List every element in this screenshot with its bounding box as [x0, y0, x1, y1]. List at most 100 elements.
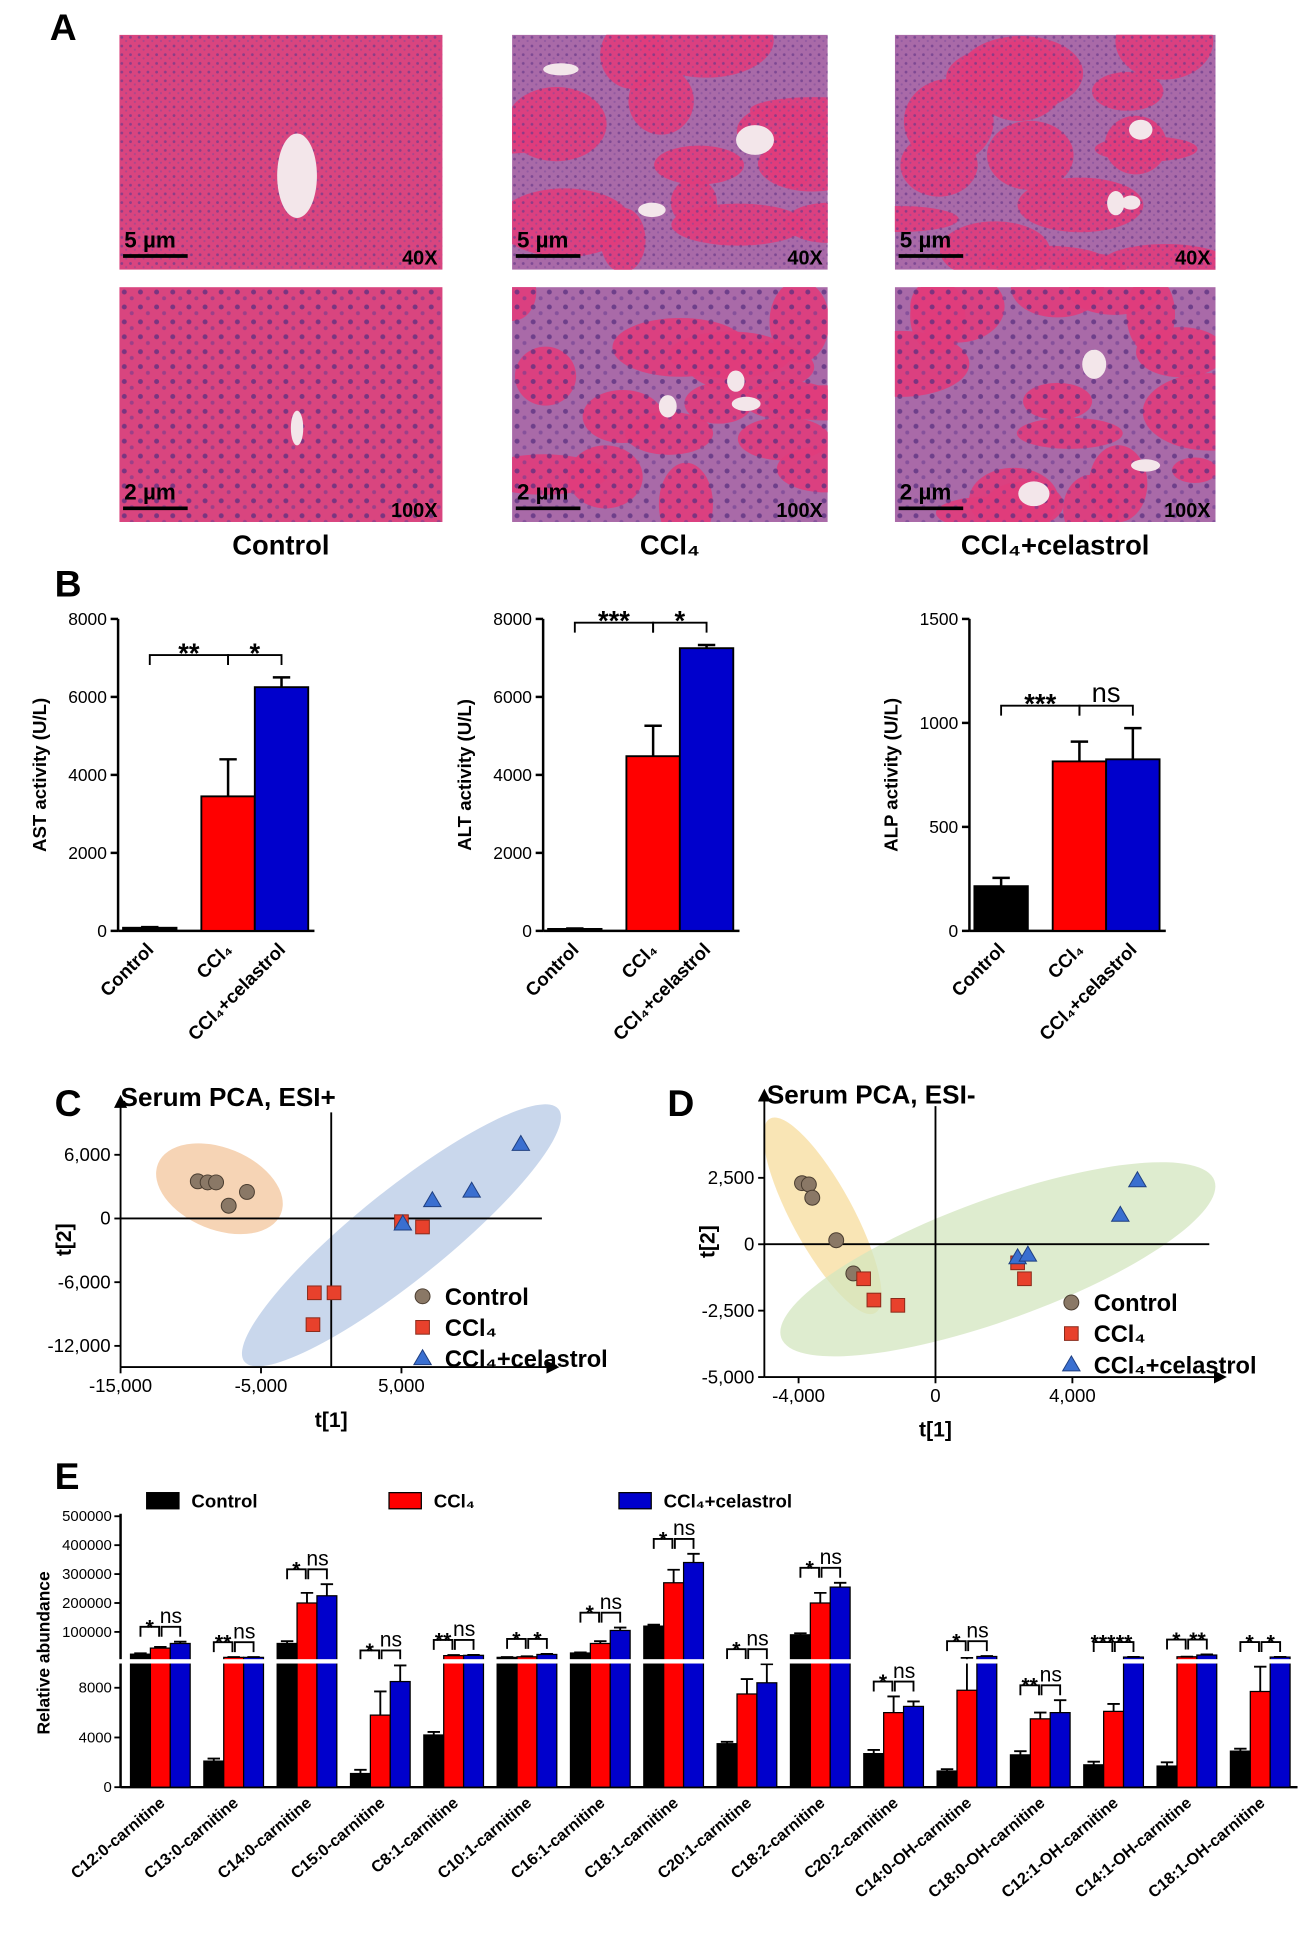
- y-tick-label: 1000: [920, 713, 959, 733]
- vessel: [291, 411, 303, 446]
- vessel: [732, 397, 761, 411]
- x-tick-label: -4,000: [772, 1385, 825, 1406]
- point: [829, 1233, 844, 1248]
- significance-label: ns: [673, 1517, 695, 1540]
- y-tick-label: 6000: [68, 687, 107, 707]
- legend-label: Control: [1094, 1291, 1178, 1317]
- bar: [790, 1635, 810, 1787]
- bar: [444, 1656, 464, 1788]
- error-bar: [667, 1570, 679, 1583]
- error-bar: [907, 1701, 919, 1706]
- error-bar: [447, 1655, 459, 1656]
- panel-letter: E: [55, 1455, 80, 1497]
- bar: [680, 648, 733, 931]
- y-tick-label: -12,000: [47, 1335, 110, 1356]
- significance-label: ***: [1024, 688, 1056, 719]
- significance-label: *: [249, 638, 260, 669]
- x-tick-label: CCl₄: [617, 939, 661, 983]
- legend-swatch: [147, 1493, 179, 1509]
- panel-letter: D: [667, 1082, 694, 1124]
- vessel: [1131, 459, 1160, 471]
- significance-label: *: [806, 1557, 815, 1580]
- y-tick-label: 0: [522, 921, 532, 941]
- bar: [974, 886, 1027, 931]
- vessel: [277, 133, 317, 218]
- bar: [244, 1657, 264, 1787]
- error-bar: [741, 1679, 753, 1694]
- bar: [497, 1657, 517, 1787]
- y-axis-label: ALP activity (U/L): [880, 698, 901, 852]
- bar: [150, 1648, 170, 1787]
- legend-marker: [1064, 1295, 1079, 1310]
- significance-label: *: [533, 1628, 542, 1651]
- significance-label: *: [292, 1559, 301, 1582]
- micrograph: [831, 257, 1278, 544]
- y-tick-label: 2000: [493, 843, 532, 863]
- bar: [684, 1563, 704, 1788]
- bar: [537, 1654, 557, 1787]
- significance-label: *: [952, 1631, 961, 1654]
- x-tick-label: CCl₄+celastrol: [184, 939, 290, 1045]
- y-tick-label: -6,000: [58, 1271, 111, 1292]
- chart-title: Serum PCA, ESI-: [767, 1080, 976, 1110]
- y-tick-label: 1500: [920, 609, 959, 629]
- x-tick-label: CCl₄+celastrol: [609, 939, 715, 1045]
- bar: [717, 1744, 737, 1787]
- bar: [131, 1654, 151, 1787]
- significance-label: ns: [160, 1605, 182, 1628]
- y-tick-label: 8000: [68, 609, 107, 629]
- x-tick-label: Control: [96, 939, 158, 1001]
- y-axis-label: t[2]: [697, 1225, 720, 1258]
- error-bar: [1254, 1667, 1266, 1692]
- bar: [1106, 759, 1159, 931]
- significance-label: **: [1116, 1631, 1133, 1654]
- bar: [1010, 1755, 1030, 1787]
- vessel: [659, 395, 677, 417]
- bar: [937, 1771, 957, 1787]
- significance-bracket: [602, 1613, 621, 1623]
- scale-label: 5 µm: [517, 227, 568, 252]
- significance-label: ns: [1092, 677, 1121, 708]
- y-tick-label: 0: [744, 1233, 754, 1254]
- error-bar: [1201, 1654, 1213, 1655]
- x-axis-label: t[1]: [919, 1419, 952, 1442]
- y-tick-label: 400000: [62, 1538, 112, 1554]
- y-tick-label: 4000: [493, 765, 532, 785]
- significance-label: ns: [820, 1546, 842, 1569]
- vessel: [638, 203, 666, 217]
- error-bar: [374, 1691, 386, 1715]
- x-tick-label: -5,000: [235, 1375, 288, 1396]
- x-axis-label: t[1]: [315, 1409, 348, 1432]
- scale-label: 5 µm: [900, 227, 951, 252]
- error-bar: [1071, 742, 1088, 762]
- bar: [1157, 1766, 1177, 1787]
- bar: [1104, 1711, 1124, 1787]
- bar: [977, 1656, 997, 1787]
- error-bar: [541, 1654, 553, 1655]
- y-tick-label: 0: [104, 1780, 112, 1796]
- significance-label: **: [1021, 1675, 1038, 1698]
- y-tick-label: -5,000: [702, 1366, 755, 1387]
- vessel: [1107, 191, 1124, 215]
- y-axis-label: AST activity (U/L): [29, 698, 50, 852]
- magnification: 40X: [1175, 248, 1211, 270]
- bar: [204, 1761, 224, 1787]
- bar: [1124, 1657, 1144, 1787]
- y-tick-label: 6000: [493, 687, 532, 707]
- bar: [904, 1706, 924, 1787]
- significance-label: **: [178, 638, 200, 669]
- bar: [644, 1626, 664, 1787]
- point: [240, 1184, 255, 1199]
- significance-label: *: [1267, 1631, 1276, 1654]
- legend-marker: [1064, 1327, 1078, 1341]
- error-bar: [814, 1593, 826, 1603]
- y-tick-label: 200000: [62, 1596, 112, 1612]
- y-tick-label: 0: [100, 1208, 110, 1229]
- legend-marker: [1063, 1356, 1080, 1371]
- bar: [424, 1735, 444, 1787]
- significance-label: ns: [380, 1629, 402, 1652]
- y-tick-label: 6,000: [64, 1144, 111, 1165]
- bar: [517, 1657, 537, 1787]
- point: [221, 1198, 236, 1213]
